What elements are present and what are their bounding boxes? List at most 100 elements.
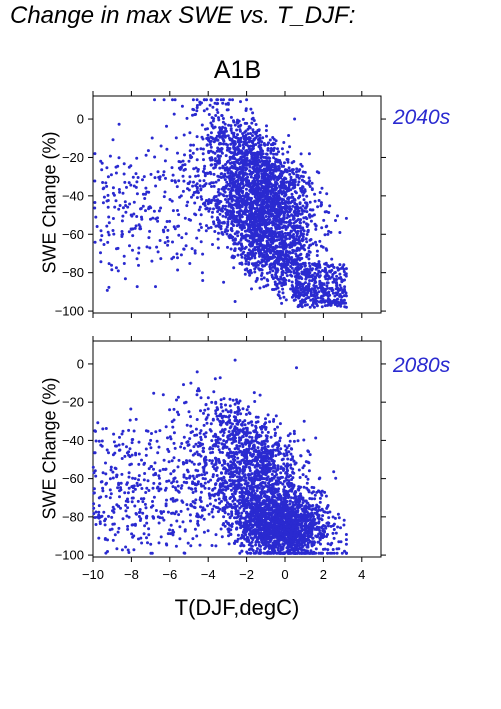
data-point xyxy=(254,182,258,186)
data-point xyxy=(255,134,259,138)
data-point xyxy=(189,143,193,147)
data-point xyxy=(201,170,205,173)
data-point xyxy=(319,201,323,205)
data-point xyxy=(259,146,263,150)
data-point xyxy=(264,261,268,264)
data-point xyxy=(131,248,134,252)
data-point xyxy=(252,169,256,173)
data-point xyxy=(281,191,285,195)
data-point xyxy=(223,230,227,234)
data-point xyxy=(325,210,328,214)
data-point xyxy=(135,192,139,196)
data-point xyxy=(232,143,236,147)
data-point xyxy=(226,512,230,516)
data-point xyxy=(272,232,275,236)
y-tick-label: −40 xyxy=(62,188,84,203)
data-point xyxy=(205,206,209,210)
data-point xyxy=(140,217,144,221)
data-point xyxy=(254,234,258,238)
data-point xyxy=(276,147,279,151)
data-point xyxy=(247,248,251,252)
data-point xyxy=(313,290,317,294)
data-point xyxy=(339,276,343,279)
data-point xyxy=(315,249,319,253)
data-point xyxy=(245,167,249,171)
data-point xyxy=(307,257,311,261)
data-point xyxy=(105,166,109,170)
data-point xyxy=(165,147,169,151)
data-point xyxy=(226,182,230,186)
data-point xyxy=(336,525,340,529)
data-point xyxy=(157,445,161,449)
data-point xyxy=(233,232,237,236)
data-point xyxy=(111,476,115,480)
data-point xyxy=(227,168,231,172)
data-point xyxy=(171,98,174,102)
data-point xyxy=(134,224,138,228)
data-point xyxy=(221,214,225,218)
data-point xyxy=(191,453,195,457)
data-point xyxy=(298,281,302,285)
data-point xyxy=(251,242,255,246)
data-point xyxy=(280,240,284,244)
data-point xyxy=(290,295,294,299)
data-point xyxy=(260,271,264,275)
data-point xyxy=(307,246,311,250)
data-point xyxy=(274,181,278,185)
data-point xyxy=(138,508,142,511)
data-point xyxy=(193,249,197,253)
data-point xyxy=(304,237,308,241)
data-point xyxy=(182,133,186,137)
data-point xyxy=(225,225,229,229)
data-point xyxy=(258,207,262,211)
data-point xyxy=(113,205,117,209)
data-point xyxy=(287,279,291,283)
data-point xyxy=(255,185,259,189)
data-point xyxy=(222,280,226,284)
data-point xyxy=(207,226,210,230)
data-point xyxy=(191,107,195,111)
data-point xyxy=(288,245,292,249)
data-point xyxy=(137,251,141,255)
data-point xyxy=(267,220,271,224)
data-point xyxy=(217,206,221,209)
data-point xyxy=(332,528,336,531)
data-point xyxy=(279,180,283,184)
data-point xyxy=(317,551,321,555)
data-point xyxy=(304,277,308,281)
data-point xyxy=(281,291,285,295)
data-point xyxy=(212,222,216,226)
data-point xyxy=(266,430,270,434)
data-point xyxy=(270,176,274,180)
data-point xyxy=(101,181,105,184)
data-point xyxy=(229,127,233,131)
data-point xyxy=(292,228,296,231)
data-point xyxy=(192,143,195,147)
data-point xyxy=(338,283,342,287)
data-point xyxy=(290,280,294,284)
data-point xyxy=(307,250,311,253)
data-point xyxy=(236,152,240,156)
data-point xyxy=(325,248,329,252)
data-point xyxy=(288,257,292,260)
data-point xyxy=(248,220,252,224)
data-point xyxy=(240,245,244,249)
data-point xyxy=(232,242,236,246)
data-point xyxy=(288,169,292,173)
data-point xyxy=(255,131,259,135)
data-point xyxy=(199,240,203,244)
data-point xyxy=(172,255,176,259)
y-tick-label: −80 xyxy=(62,265,84,280)
data-point xyxy=(208,496,212,500)
data-point xyxy=(184,244,188,248)
data-point xyxy=(195,98,199,102)
data-point xyxy=(248,212,252,216)
data-point xyxy=(185,116,189,120)
data-point xyxy=(186,200,190,204)
data-point xyxy=(233,140,237,143)
data-point xyxy=(278,227,281,231)
data-point xyxy=(285,170,289,174)
data-point xyxy=(215,149,219,153)
data-point xyxy=(263,189,266,193)
data-point xyxy=(149,172,153,176)
